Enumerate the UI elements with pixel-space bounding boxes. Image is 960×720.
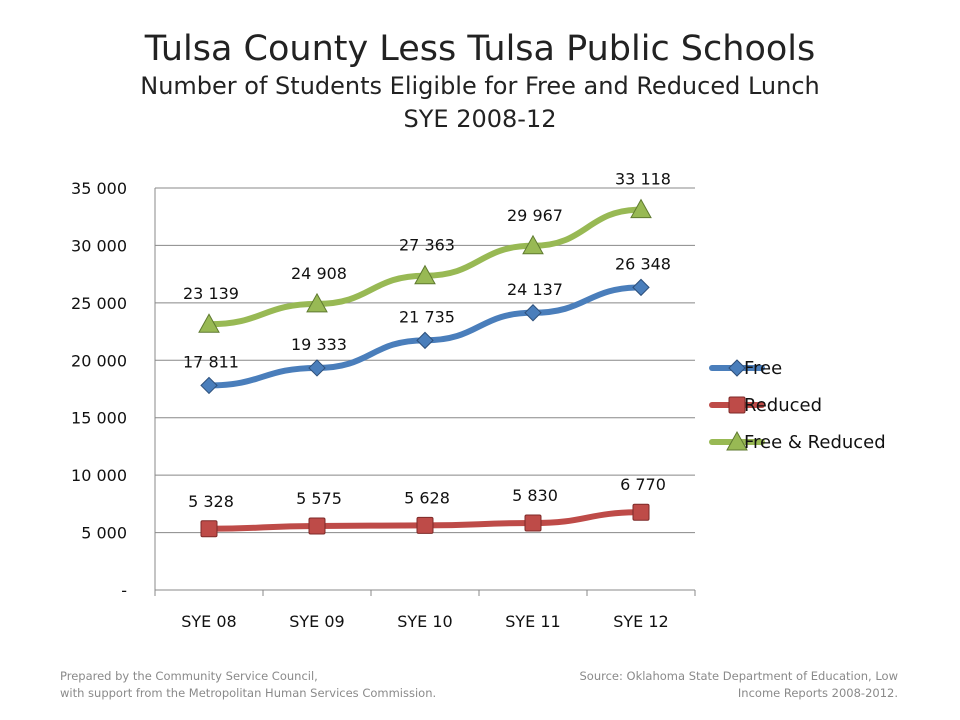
chart-period: SYE 2008-12: [403, 105, 557, 133]
data-point-free-reduced: [522, 234, 544, 255]
data-point-reduced: [200, 520, 218, 538]
x-tick-label: SYE 12: [613, 612, 668, 631]
legend-item-free-reduced: Free & Reduced: [709, 430, 886, 453]
footer-credit-line1: Prepared by the Community Service Counci…: [60, 669, 318, 683]
data-point-free-reduced: [306, 292, 328, 313]
chart-title-block: Tulsa County Less Tulsa Public Schools N…: [0, 28, 960, 136]
chart-subtitle: Number of Students Eligible for Free and…: [140, 72, 820, 100]
x-tick-label: SYE 09: [289, 612, 344, 631]
y-tick-label: 10 000: [71, 466, 127, 485]
data-label-free: 19 333: [291, 335, 347, 354]
y-tick-label: 30 000: [71, 236, 127, 255]
footer-credit-line2: with support from the Metropolitan Human…: [60, 686, 437, 700]
data-point-free: [308, 359, 326, 377]
data-label-free: 17 811: [183, 352, 239, 371]
data-label-free-reduced: 24 908: [291, 264, 347, 283]
y-tick-label: 20 000: [71, 351, 127, 370]
legend-label: Reduced: [744, 395, 822, 416]
data-point-reduced: [308, 517, 326, 535]
x-tick-label: SYE 10: [397, 612, 452, 631]
data-label-free: 26 348: [615, 254, 671, 273]
data-point-reduced: [524, 514, 542, 532]
data-point-reduced: [632, 503, 650, 521]
legend-label: Free & Reduced: [744, 432, 886, 453]
data-label-free-reduced: 29 967: [507, 206, 563, 225]
y-tick-label: -: [121, 581, 127, 600]
x-tick-label: SYE 11: [505, 612, 560, 631]
chart-title: Tulsa County Less Tulsa Public Schools: [144, 29, 816, 69]
footer-source-line2: Income Reports 2008-2012.: [737, 686, 898, 700]
y-tick-label: 5 000: [81, 524, 127, 543]
y-tick-label: 25 000: [71, 294, 127, 313]
y-tick-label: 15 000: [71, 409, 127, 428]
data-point-free: [632, 278, 650, 297]
data-point-free-reduced: [414, 264, 436, 285]
data-point-reduced: [416, 516, 434, 534]
legend-marker: [728, 396, 746, 414]
legend-marker: [726, 430, 748, 451]
legend-marker: [728, 359, 746, 377]
data-point-free: [416, 331, 434, 350]
data-label-free-reduced: 27 363: [399, 236, 455, 255]
data-point-free: [524, 304, 542, 322]
y-tick-label: 35 000: [71, 179, 127, 198]
data-label-free-reduced: 33 118: [615, 170, 671, 189]
legend-label: Free: [744, 358, 782, 379]
legend-item-reduced: Reduced: [709, 395, 822, 416]
legend-item-free: Free: [709, 358, 782, 379]
data-point-free-reduced: [630, 198, 652, 219]
data-point-free-reduced: [198, 313, 220, 333]
data-label-free: 24 137: [507, 280, 563, 299]
data-label-reduced: 5 628: [404, 488, 450, 507]
data-label-free: 21 735: [399, 307, 455, 326]
data-label-reduced: 6 770: [620, 475, 666, 494]
x-tick-label: SYE 08: [181, 612, 236, 631]
footer-source-line1: Source: Oklahoma State Department of Edu…: [579, 669, 898, 683]
footer-credit: Prepared by the Community Service Counci…: [60, 668, 436, 702]
data-label-reduced: 5 575: [296, 489, 342, 508]
data-label-reduced: 5 328: [188, 492, 234, 511]
data-label-reduced: 5 830: [512, 486, 558, 505]
data-label-free-reduced: 23 139: [183, 284, 239, 303]
data-point-free: [200, 376, 218, 395]
footer-source: Source: Oklahoma State Department of Edu…: [579, 668, 898, 702]
